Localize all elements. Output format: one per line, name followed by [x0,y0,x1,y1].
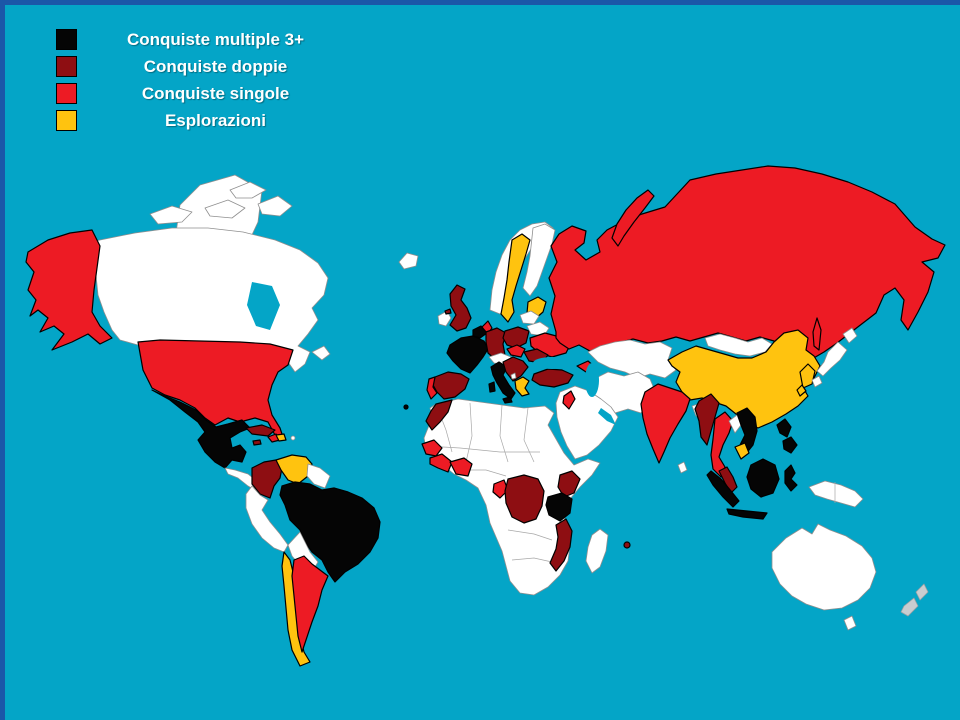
legend-item: Conquiste doppie [56,53,346,80]
legend-item: Conquiste multiple 3+ [56,26,346,53]
legend-item: Esplorazioni [56,107,346,134]
country-alaska [25,229,113,351]
country-balkans [502,356,529,382]
country-hungary [506,344,526,358]
country-baltics [519,310,540,325]
country-portugal [426,376,438,400]
country-new-zealand-south [900,597,919,617]
country-vietnam [736,407,758,456]
country-taiwan [796,384,807,397]
country-puerto-rico [290,435,296,441]
legend: Conquiste multiple 3+ Conquiste doppie C… [56,26,346,134]
legend-swatch-exploration [56,110,77,131]
slide-border-left [0,0,5,720]
country-argentina [291,555,329,653]
country-mauritius [623,541,631,549]
country-philippines-south [782,436,798,454]
country-arctic-island [257,195,293,217]
legend-label-exploration: Esplorazioni [164,110,267,130]
country-tanzania [545,492,573,522]
country-france [446,335,489,374]
country-guinea-coast [429,453,453,473]
country-finland-north [522,223,556,297]
country-japan-honshu [816,341,848,377]
country-java [726,508,768,520]
country-arctic-island [149,205,193,225]
country-novaya-zemlya [611,189,655,247]
country-greece [514,376,530,397]
country-madagascar [585,528,609,574]
country-uk [449,284,472,332]
country-cuba [245,424,276,437]
country-tasmania [843,615,857,631]
country-benelux [472,325,488,339]
black-sea [533,357,571,369]
country-sardinia [488,381,496,393]
country-colombia [251,459,283,499]
country-senegal [421,439,443,457]
country-cambodia [734,442,750,460]
country-arctic-island [204,199,246,219]
country-poland [502,326,530,349]
country-brazil [279,481,381,583]
country-australia [771,523,877,611]
country-dominican-republic [275,433,287,442]
country-mexico [151,389,251,469]
country-mozambique [549,518,573,572]
legend-swatch-multiple [56,29,77,50]
country-madeira [403,404,409,410]
legend-swatch-single [56,83,77,104]
country-russia [548,165,946,360]
country-japan-kyushu [811,375,823,388]
country-guianas [306,463,331,489]
country-dr-congo [504,474,545,524]
legend-label-double: Conquiste doppie [143,56,288,76]
country-japan-hokkaido [842,327,858,344]
country-iceland [398,252,419,270]
legend-label-single: Conquiste singole [141,83,290,103]
country-new-zealand-north [915,583,929,601]
country-sumatra [706,470,740,508]
country-morocco [425,399,453,431]
country-northern-ireland [444,308,452,315]
country-sri-lanka [677,461,688,474]
country-arctic-island [229,181,267,199]
country-sicily [502,396,513,404]
country-ghana-coast [449,457,473,477]
country-newfoundland [311,345,331,361]
country-sakhalin [812,317,822,351]
country-kenya [557,470,581,498]
country-myanmar [694,393,720,446]
country-belarus [526,321,550,337]
country-israel [562,390,576,410]
country-gabon [492,479,509,499]
country-turkey [531,368,574,388]
country-canada [67,227,329,373]
caspian-sea [585,363,599,397]
country-peru-ecuador [245,485,289,553]
legend-swatch-double [56,56,77,77]
country-jamaica [252,439,262,446]
slide-border-top [0,0,960,5]
persian-gulf [598,408,616,425]
country-spain [432,371,470,400]
legend-item: Conquiste singole [56,80,346,107]
hudson-bay [247,282,280,330]
country-philippines-north [776,418,792,438]
country-sulawesi [784,464,798,492]
country-borneo [746,458,780,498]
country-new-guinea [808,480,864,508]
country-india [640,383,691,464]
legend-label-multiple: Conquiste multiple 3+ [126,29,305,49]
country-albania [510,372,517,380]
country-sweden [500,233,531,323]
